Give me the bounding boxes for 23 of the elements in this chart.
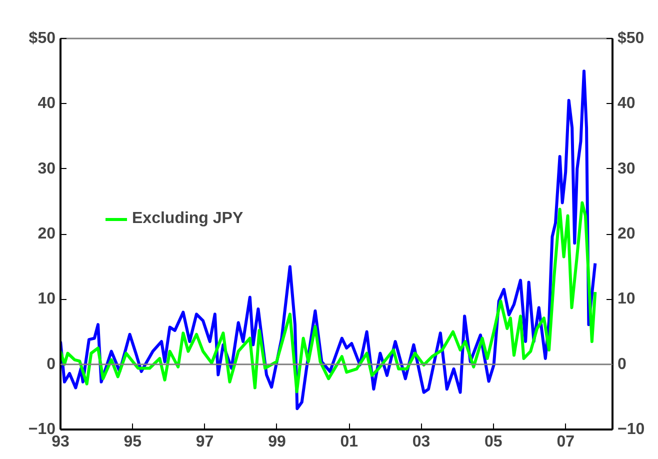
y-tick-label: 30 bbox=[38, 160, 56, 178]
x-tick-label: 03 bbox=[412, 434, 430, 450]
x-tick-label: 07 bbox=[556, 434, 575, 450]
y-tick-label: 40 bbox=[38, 95, 56, 112]
y-tick-label: 0 bbox=[46, 356, 56, 373]
line-series bbox=[60, 201, 597, 394]
x-tick-label: 95 bbox=[124, 434, 142, 450]
x-tick-label: 93 bbox=[52, 434, 70, 450]
y2-tick-label: 10 bbox=[618, 290, 636, 308]
x-tick-label: 01 bbox=[340, 434, 358, 450]
x-tick-label: 99 bbox=[268, 434, 286, 450]
y2-tick-label: 40 bbox=[618, 95, 636, 112]
x-tick-label: 97 bbox=[196, 434, 214, 450]
y2-tick-label: $50 bbox=[618, 30, 644, 47]
y-tick-label: 10 bbox=[38, 290, 56, 308]
y2-tick-label: −10 bbox=[618, 421, 645, 438]
y-tick-label: $50 bbox=[28, 30, 56, 47]
y2-tick-label: 20 bbox=[618, 226, 636, 242]
y-tick-label: 20 bbox=[38, 226, 56, 242]
legend-label: Excluding JPY bbox=[132, 210, 244, 228]
y2-tick-label: 30 bbox=[618, 160, 636, 178]
x-tick-label: 05 bbox=[484, 434, 502, 450]
y2-tick-label: 0 bbox=[618, 356, 626, 373]
